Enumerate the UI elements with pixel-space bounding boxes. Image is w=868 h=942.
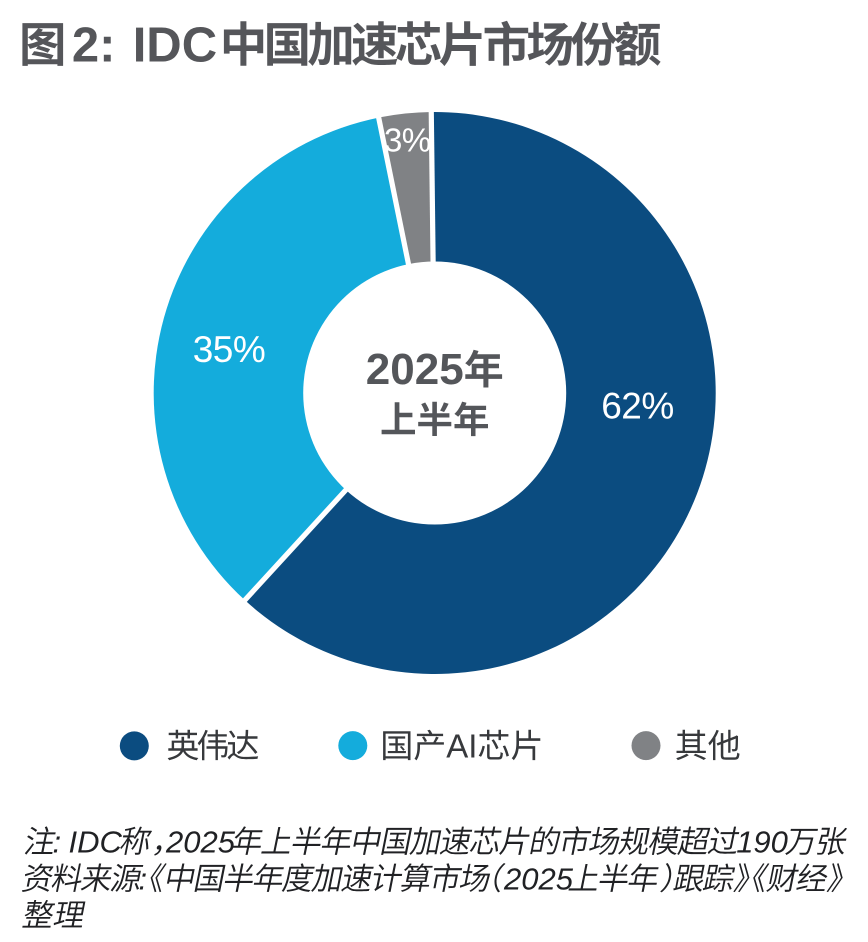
- svg-text:2:: 2:: [72, 19, 116, 73]
- svg-text:35%: 35%: [193, 329, 266, 370]
- svg-text:IDC: IDC: [133, 19, 217, 73]
- svg-text:2025: 2025: [165, 825, 236, 860]
- svg-text:2025: 2025: [503, 862, 574, 897]
- svg-text::: :: [139, 862, 148, 897]
- svg-text:190: 190: [736, 825, 788, 860]
- svg-text:2025: 2025: [366, 345, 464, 394]
- svg-text::: :: [53, 825, 62, 860]
- svg-text:IDC: IDC: [69, 825, 123, 860]
- svg-text:AI: AI: [446, 728, 477, 765]
- svg-text:62%: 62%: [601, 385, 674, 426]
- svg-text:3%: 3%: [384, 122, 431, 159]
